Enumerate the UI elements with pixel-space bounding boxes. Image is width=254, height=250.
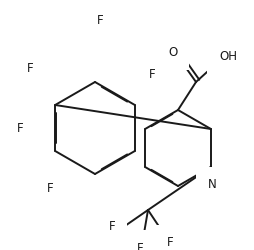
Text: O: O (168, 46, 178, 59)
Text: F: F (167, 236, 173, 250)
Text: F: F (97, 14, 103, 26)
Text: F: F (149, 68, 155, 82)
Text: F: F (47, 182, 53, 194)
Text: OH: OH (219, 50, 237, 64)
Text: F: F (109, 220, 115, 232)
Text: F: F (27, 62, 33, 74)
Text: F: F (17, 122, 23, 134)
Text: F: F (137, 242, 143, 250)
Text: N: N (208, 178, 216, 192)
